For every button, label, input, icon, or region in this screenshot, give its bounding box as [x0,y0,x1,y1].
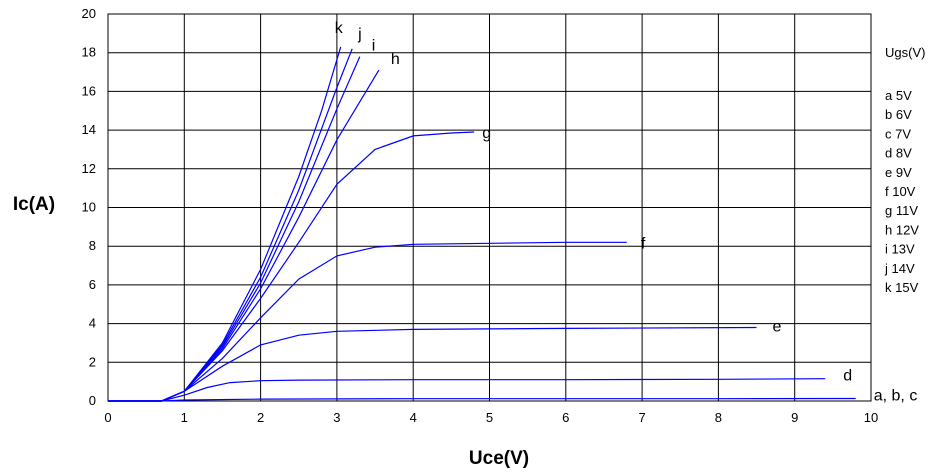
series-label-g: g [482,125,491,142]
legend-item: g 11V [885,203,918,218]
x-tick-label: 8 [715,410,722,425]
x-tick-labels: 0 1 2 3 4 5 6 7 8 9 10 [104,410,878,425]
legend-item: c 7V [885,126,911,141]
series-line-j [108,48,353,402]
series-line-k [108,46,342,402]
y-tick-label: 14 [82,122,96,137]
series-line-a-b-c [108,397,856,402]
x-tick-label: 4 [410,410,417,425]
series-label-h: h [391,51,400,68]
y-tick-label: 18 [82,45,96,60]
series-label-i: i [372,38,376,55]
legend-item: f 10V [885,184,916,199]
legend: Ugs(V) a 5V b 6V c 7V d 8V e 9V f 10V g 11V h 1… [884,45,925,295]
series-label-d: d [843,368,852,385]
series-label-f: f [641,235,646,252]
x-tick-label: 6 [562,410,569,425]
y-tick-label: 2 [89,354,96,369]
series-line-h [108,69,380,402]
legend-item: d 8V [885,146,912,161]
y-tick-labels: 0 2 4 6 8 10 12 14 16 18 20 [82,6,96,408]
legend-item: e 9V [885,165,912,180]
series-line-d [108,378,826,402]
legend-title: Ugs(V) [885,45,925,60]
legend-item: k 15V [885,280,919,295]
x-tick-label: 0 [104,410,111,425]
x-tick-label: 9 [791,410,798,425]
series-label-j: j [357,26,362,43]
x-tick-label: 10 [864,410,878,425]
legend-item: h 12V [885,222,919,237]
x-tick-label: 2 [257,410,264,425]
y-tick-label: 20 [82,6,96,21]
y-tick-label: 16 [82,83,96,98]
series-line-g [108,131,475,402]
legend-item: a 5V [885,88,912,103]
series-lines [108,46,856,402]
x-axis-title: Uce(V) [469,448,529,469]
plot-frame [107,13,872,402]
y-axis-title: Ic(A) [13,194,55,215]
legend-item: i 13V [885,242,915,257]
y-tick-label: 0 [89,393,96,408]
legend-item: b 6V [885,107,912,122]
y-tick-label: 4 [89,316,96,331]
x-tick-label: 5 [486,410,493,425]
y-tick-label: 10 [82,200,96,215]
series-line-f [108,241,627,402]
y-tick-label: 12 [82,161,96,176]
x-tick-label: 7 [638,410,645,425]
legend-item: j 14V [884,261,915,276]
y-tick-label: 6 [89,277,96,292]
x-tick-label: 1 [181,410,188,425]
series-label-e: e [773,318,782,335]
x-tick-label: 3 [333,410,340,425]
series-label-a-b-c: a, b, c [874,387,918,404]
y-tick-label: 8 [89,238,96,253]
legend-items: a 5V b 6V c 7V d 8V e 9V f 10V g 11V h 12V i 13V… [884,88,919,295]
series-label-k: k [335,20,344,37]
